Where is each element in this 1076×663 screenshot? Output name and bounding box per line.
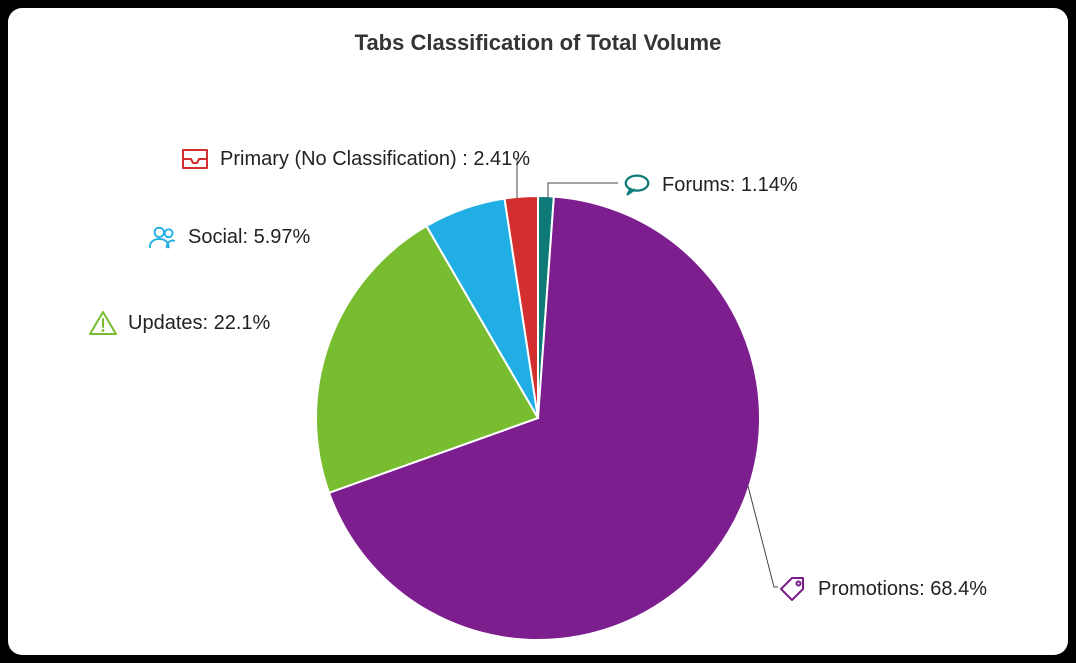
slice-label-forums: Forums: 1.14% bbox=[622, 172, 798, 198]
forums-icon bbox=[622, 172, 652, 198]
tag-icon bbox=[778, 576, 808, 602]
chart-card: Tabs Classification of Total Volume Foru… bbox=[8, 8, 1068, 655]
slice-label-primary: Primary (No Classification) : 2.41% bbox=[180, 146, 530, 172]
inbox-icon bbox=[180, 146, 210, 172]
slice-label-social: Social: 5.97% bbox=[148, 224, 310, 250]
leader-line-promotions bbox=[748, 486, 778, 587]
slice-label-text: Social: 5.97% bbox=[188, 226, 310, 249]
people-icon bbox=[148, 224, 178, 250]
slice-label-updates: Updates: 22.1% bbox=[88, 310, 270, 336]
slice-label-text: Primary (No Classification) : 2.41% bbox=[220, 148, 530, 171]
slice-label-promotions: Promotions: 68.4% bbox=[778, 576, 987, 602]
slice-label-text: Forums: 1.14% bbox=[662, 174, 798, 197]
slice-label-text: Updates: 22.1% bbox=[128, 312, 270, 335]
leader-line-forums bbox=[548, 183, 618, 198]
warning-icon bbox=[88, 310, 118, 336]
slice-label-text: Promotions: 68.4% bbox=[818, 578, 987, 601]
